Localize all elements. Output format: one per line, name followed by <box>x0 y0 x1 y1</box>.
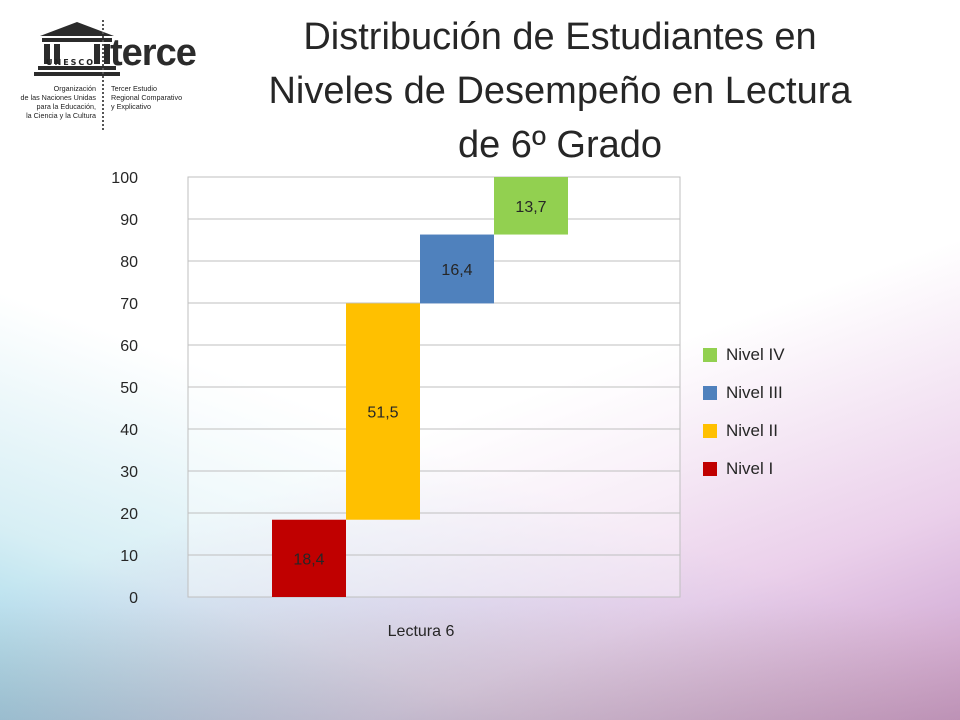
legend-swatch <box>703 462 717 476</box>
y-tick-label: 0 <box>129 590 138 607</box>
unesco-temple-icon <box>34 22 120 76</box>
bar-nivel-iii <box>420 234 494 304</box>
unesco-terce-logo: UNESCO Organización de las Naciones Unid… <box>10 18 205 133</box>
org-line: de las Naciones Unidas <box>20 93 96 102</box>
org-line: Organización <box>53 84 96 93</box>
legend-swatch <box>703 386 717 400</box>
x-category-label: Lectura 6 <box>388 623 455 640</box>
legend-label: Nivel II <box>726 421 778 440</box>
unesco-wordmark: UNESCO <box>46 58 96 67</box>
bar-nivel-i <box>272 519 346 597</box>
legend-item-nivel-ii: Nivel II <box>703 412 785 450</box>
data-label: 16,4 <box>441 262 472 279</box>
y-tick-label: 100 <box>111 170 138 187</box>
legend-label: Nivel IV <box>726 345 785 364</box>
terce-description: Tercer Estudio Regional Comparativo y Ex… <box>111 84 182 111</box>
y-tick-label: 20 <box>120 506 138 523</box>
unesco-org-text: Organización de las Naciones Unidas para… <box>10 84 96 120</box>
terce-wordmark: terce <box>110 32 197 74</box>
data-label: 13,7 <box>515 199 546 216</box>
bar-nivel-iv <box>494 177 568 235</box>
org-line: para la Educación, <box>36 102 96 111</box>
chart-title-line: de 6º Grado <box>457 124 662 166</box>
data-label: 51,5 <box>367 405 398 422</box>
y-tick-label: 90 <box>120 212 138 229</box>
y-tick-label: 30 <box>120 464 138 481</box>
legend-swatch <box>703 348 717 362</box>
y-tick-label: 50 <box>120 380 138 397</box>
logo-divider <box>102 20 106 130</box>
program-line: y Explicativo <box>111 102 151 111</box>
y-tick-label: 40 <box>120 422 138 439</box>
legend-item-nivel-iii: Nivel III <box>703 374 785 412</box>
legend-item-nivel-iv: Nivel IV <box>703 336 785 374</box>
bar-nivel-ii <box>346 303 420 520</box>
y-tick-label: 60 <box>120 338 138 355</box>
chart-title-line: Distribución de Estudiantes en <box>303 16 817 58</box>
legend-item-nivel-i: Nivel I <box>703 450 785 488</box>
chart-title-line: Niveles de Desempeño en Lectura <box>268 70 852 112</box>
legend-label: Nivel III <box>726 383 783 402</box>
data-label: 18,4 <box>293 551 324 568</box>
program-line: Tercer Estudio <box>111 84 157 93</box>
org-line: la Ciencia y la Cultura <box>26 111 96 120</box>
program-line: Regional Comparativo <box>111 93 183 102</box>
legend-swatch <box>703 424 717 438</box>
y-tick-label: 70 <box>120 296 138 313</box>
chart-legend: Nivel IV Nivel III Nivel II Nivel I <box>703 336 785 488</box>
y-tick-label: 10 <box>120 548 138 565</box>
y-tick-label: 80 <box>120 254 138 271</box>
chart-title: Distribución de Estudiantes en Niveles d… <box>215 10 905 172</box>
legend-label: Nivel I <box>726 459 774 478</box>
